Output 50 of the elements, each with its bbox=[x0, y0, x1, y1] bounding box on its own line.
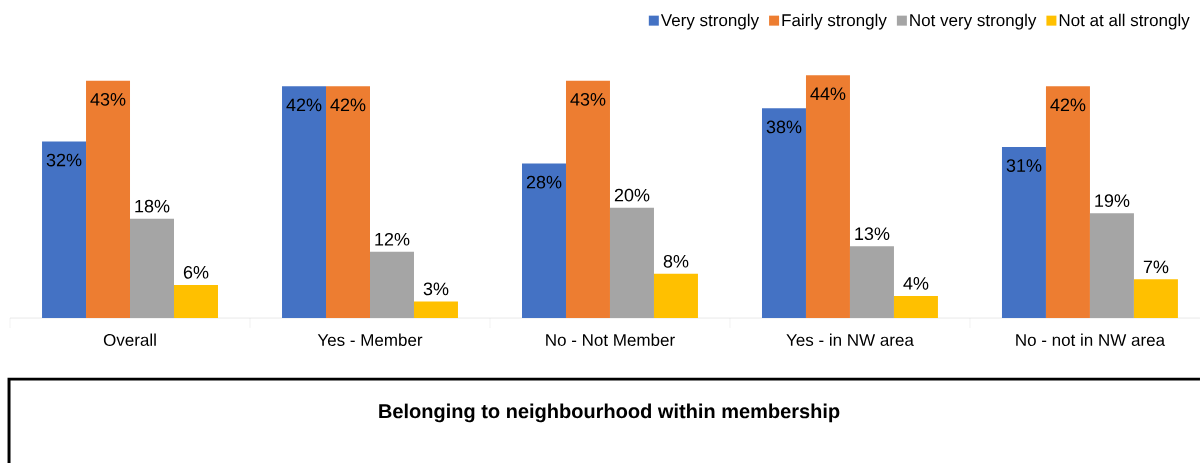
bar bbox=[893, 295, 938, 318]
bar bbox=[805, 75, 850, 318]
legend-label: Fairly strongly bbox=[782, 13, 887, 30]
bar bbox=[1001, 146, 1046, 318]
bar bbox=[1045, 86, 1090, 318]
data-label: 43% bbox=[90, 92, 126, 106]
x-tick-label: Yes - in NW area bbox=[786, 333, 914, 347]
bar bbox=[609, 207, 654, 318]
bar bbox=[86, 80, 131, 318]
bar bbox=[565, 80, 610, 318]
legend-label: Not very strongly bbox=[910, 13, 1037, 30]
data-label: 8% bbox=[663, 254, 689, 268]
data-label: 4% bbox=[903, 277, 929, 290]
data-label: 18% bbox=[135, 199, 170, 213]
bar bbox=[849, 246, 894, 318]
data-label: 13% bbox=[855, 227, 890, 241]
bar bbox=[174, 284, 218, 318]
bar bbox=[130, 218, 174, 318]
bar bbox=[42, 141, 87, 318]
x-tick-label: Overall bbox=[103, 333, 156, 347]
data-label: 7% bbox=[1143, 260, 1169, 274]
bar bbox=[522, 163, 566, 318]
bar bbox=[413, 301, 458, 318]
data-label: 44% bbox=[810, 87, 846, 101]
bar bbox=[1133, 279, 1178, 318]
x-tick-label: Yes - Member bbox=[317, 333, 423, 347]
x-tick-label: No - not in NW area bbox=[1016, 333, 1166, 347]
data-label: 42% bbox=[286, 98, 322, 112]
data-label: 12% bbox=[375, 232, 410, 246]
data-label: 42% bbox=[330, 98, 366, 112]
bar bbox=[282, 86, 327, 318]
data-label: 38% bbox=[766, 120, 802, 134]
data-label: 31% bbox=[1006, 159, 1042, 172]
data-label: 43% bbox=[570, 92, 606, 106]
data-label: 19% bbox=[1095, 194, 1130, 207]
bar bbox=[370, 251, 414, 318]
data-label: 3% bbox=[423, 282, 449, 296]
data-label: 28% bbox=[526, 175, 562, 189]
data-label: 6% bbox=[183, 265, 209, 279]
bar bbox=[761, 108, 806, 318]
bar bbox=[1089, 213, 1134, 318]
data-label: 32% bbox=[46, 153, 82, 167]
bar bbox=[326, 86, 370, 318]
text: Belonging to neighbourhood within membership bbox=[379, 403, 840, 423]
data-label: 42% bbox=[1050, 98, 1086, 112]
x-tick-label: No - Not Member bbox=[546, 333, 675, 347]
bar bbox=[653, 273, 698, 318]
data-label: 20% bbox=[614, 188, 650, 202]
legend-label: Not at all strongly bbox=[1059, 13, 1190, 30]
legend-label: Very strongly bbox=[660, 13, 760, 30]
